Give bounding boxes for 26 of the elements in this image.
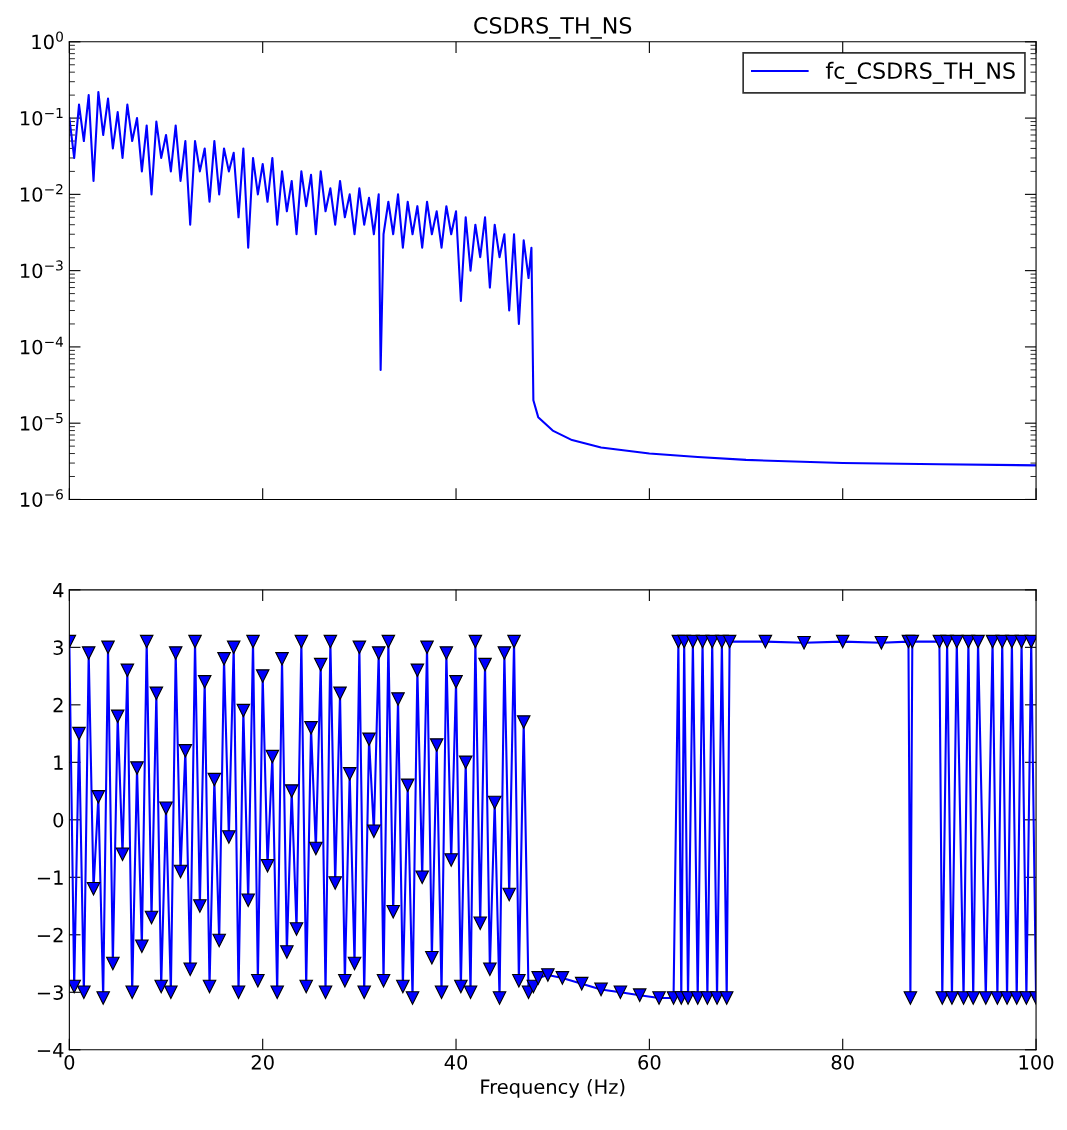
- y-tick-label: 2: [53, 697, 63, 713]
- y-tick-label: −2: [37, 927, 63, 943]
- y-tick-label: 3: [53, 640, 63, 656]
- y-tick-label: −3: [37, 985, 63, 1000]
- y-tick-label: 10$^{−3}$: [20, 260, 63, 279]
- x-tick-label: 80: [831, 1054, 854, 1070]
- chart-title: CSDRS_TH_NS: [474, 16, 632, 39]
- y-tick-label: 0: [53, 812, 64, 828]
- x-axis-title: Frequency (Hz): [481, 1079, 625, 1098]
- y-tick-label: −1: [37, 870, 63, 885]
- y-tick-label: −4: [37, 1042, 64, 1058]
- y-tick-label: 10$^{−5}$: [20, 413, 63, 431]
- line-series: [69, 90, 1037, 467]
- y-tick-label: 10$^{−1}$: [20, 107, 63, 126]
- y-tick-label: 1: [54, 755, 63, 770]
- x-tick-label: 100: [1019, 1054, 1054, 1070]
- y-tick-label: 10$^{0}$: [32, 31, 63, 50]
- y-tick-label: 4: [53, 583, 64, 598]
- x-tick-label: 40: [444, 1054, 468, 1070]
- y-tick-label: 10$^{−2}$: [20, 184, 63, 202]
- y-tick-label: 10$^{−4}$: [20, 336, 64, 355]
- y-tick-label: 10$^{−6}$: [20, 489, 63, 507]
- legend-label: fc_CSDRS_TH_NS: [825, 61, 1015, 84]
- x-tick-label: 20: [251, 1054, 274, 1070]
- x-tick-label: 0: [64, 1054, 75, 1070]
- x-tick-label: 60: [638, 1054, 661, 1070]
